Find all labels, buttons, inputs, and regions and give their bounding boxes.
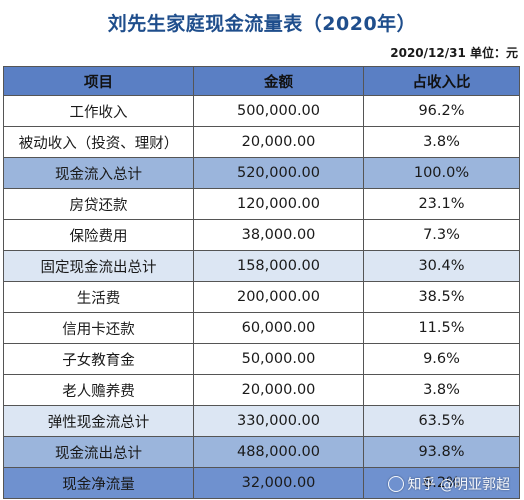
table-row: 弹性现金流总计 330,000.00 63.5% [3,405,520,437]
cell-item: 子女教育金 [3,343,194,375]
column-header-ratio: 占收入比 [363,66,520,96]
cell-amount: 120,000.00 [193,188,364,220]
cell-amount: 50,000.00 [193,343,364,375]
cell-item: 被动收入（投资、理财） [3,126,194,158]
cell-amount: 520,000.00 [193,157,364,189]
cell-item: 保险费用 [3,219,194,251]
cell-amount: 488,000.00 [193,436,364,468]
table-row: 现金净流量 32,000.00 6.2% [3,467,520,499]
cell-amount: 20,000.00 [193,374,364,406]
cell-ratio: 6.2% [363,467,520,499]
cell-ratio: 11.5% [363,312,520,344]
cell-item: 房贷还款 [3,188,194,220]
cell-ratio: 93.8% [363,436,520,468]
cell-amount: 200,000.00 [193,281,364,313]
cell-item: 老人赡养费 [3,374,194,406]
cell-ratio: 7.3% [363,219,520,251]
cell-amount: 158,000.00 [193,250,364,282]
cell-item: 工作收入 [3,95,194,127]
cell-ratio: 9.6% [363,343,520,375]
table-row: 老人赡养费 20,000.00 3.8% [3,374,520,406]
cell-amount: 38,000.00 [193,219,364,251]
cell-amount: 20,000.00 [193,126,364,158]
table-row: 被动收入（投资、理财） 20,000.00 3.8% [3,126,520,158]
cell-ratio: 100.0% [363,157,520,189]
table-row: 子女教育金 50,000.00 9.6% [3,343,520,375]
table-row: 工作收入 500,000.00 96.2% [3,95,520,127]
cell-amount: 330,000.00 [193,405,364,437]
table-row: 现金流出总计 488,000.00 93.8% [3,436,520,468]
cell-item: 现金流出总计 [3,436,194,468]
cell-item: 现金净流量 [3,467,194,499]
cell-ratio: 3.8% [363,374,520,406]
cell-item: 信用卡还款 [3,312,194,344]
cell-ratio: 38.5% [363,281,520,313]
cell-item: 固定现金流出总计 [3,250,194,282]
table-row: 固定现金流出总计 158,000.00 30.4% [3,250,520,282]
cell-ratio: 3.8% [363,126,520,158]
column-header-amount: 金额 [193,66,364,96]
table-row: 信用卡还款 60,000.00 11.5% [3,312,520,344]
table-header-row: 项目 金额 占收入比 [3,66,520,96]
cash-flow-table: 项目 金额 占收入比 工作收入 500,000.00 96.2% 被动收入（投资、理财… [3,66,520,499]
cell-ratio: 23.1% [363,188,520,220]
date-unit-label: 2020/12/31 单位：元 [390,46,518,60]
cell-amount: 60,000.00 [193,312,364,344]
cell-item: 生活费 [3,281,194,313]
table-row: 现金流入总计 520,000.00 100.0% [3,157,520,189]
column-header-item: 项目 [3,66,194,96]
cell-ratio: 96.2% [363,95,520,127]
table-row: 生活费 200,000.00 38.5% [3,281,520,313]
cell-amount: 32,000.00 [193,467,364,499]
cell-item: 弹性现金流总计 [3,405,194,437]
page-title: 刘先生家庭现金流量表（2020年） [107,13,417,35]
cell-amount: 500,000.00 [193,95,364,127]
cell-item: 现金流入总计 [3,157,194,189]
table-row: 房贷还款 120,000.00 23.1% [3,188,520,220]
cell-ratio: 63.5% [363,405,520,437]
table-row: 保险费用 38,000.00 7.3% [3,219,520,251]
cell-ratio: 30.4% [363,250,520,282]
